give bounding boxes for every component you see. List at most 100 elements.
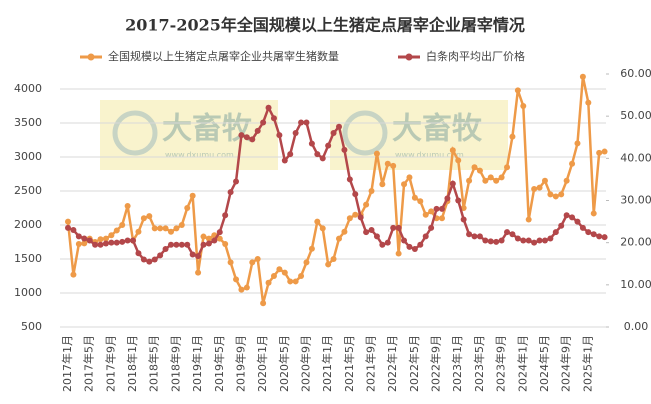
data-point	[292, 130, 299, 137]
data-point	[417, 241, 424, 248]
data-point	[384, 239, 391, 246]
data-point	[265, 104, 272, 111]
legend-label: 全国规模以上生猪定点屠宰企业共屠宰生猪数量	[108, 49, 339, 63]
data-point	[466, 177, 473, 184]
data-point	[314, 151, 321, 158]
y-tick-label: 1000	[14, 286, 42, 299]
data-point	[151, 225, 158, 232]
data-point	[520, 237, 527, 244]
data-point	[189, 251, 196, 258]
x-tick-label: 2018年5月	[147, 335, 161, 392]
data-point	[113, 239, 120, 246]
data-point	[373, 233, 380, 240]
data-point	[81, 240, 88, 247]
data-point	[476, 233, 483, 240]
data-point	[541, 237, 548, 244]
data-point	[585, 229, 592, 236]
data-point	[260, 300, 267, 307]
data-point	[422, 211, 429, 218]
data-point	[75, 233, 82, 240]
data-point	[287, 151, 294, 158]
y2-tick-label: 60.00	[620, 67, 651, 80]
data-point	[476, 167, 483, 174]
x-tick-label: 2022年1月	[385, 335, 399, 392]
data-point	[298, 119, 305, 126]
data-point	[75, 241, 82, 248]
y2-tick-label: 20.00	[620, 236, 651, 249]
y2-tick-label: 0.00	[624, 320, 649, 333]
data-point	[406, 243, 413, 250]
data-point	[438, 205, 445, 212]
data-point	[146, 213, 153, 220]
data-point	[379, 181, 386, 188]
data-point	[195, 253, 202, 260]
data-point	[173, 225, 180, 232]
data-point	[373, 150, 380, 157]
data-point	[406, 174, 413, 181]
data-point	[401, 237, 408, 244]
x-tick-label: 2019年1月	[190, 335, 204, 392]
data-point	[352, 191, 359, 198]
data-point	[119, 238, 126, 245]
x-tick-label: 2024年5月	[537, 335, 551, 392]
data-point	[135, 228, 142, 235]
data-point	[509, 133, 516, 140]
x-tick-label: 2017年9月	[103, 335, 117, 392]
data-point	[173, 241, 180, 248]
x-tick-label: 2019年5月	[212, 335, 226, 392]
data-point	[124, 237, 131, 244]
data-point	[281, 269, 288, 276]
data-point	[514, 87, 521, 94]
x-tick-label: 2024年9月	[559, 335, 573, 392]
data-point	[520, 103, 527, 109]
data-point	[455, 197, 462, 204]
data-point	[531, 185, 538, 192]
data-point	[233, 276, 240, 283]
data-point	[287, 278, 294, 285]
watermark-logo	[112, 110, 158, 156]
data-point	[113, 227, 120, 234]
data-point	[498, 237, 505, 244]
data-point	[157, 225, 164, 232]
data-point	[363, 229, 370, 236]
data-point	[205, 235, 212, 242]
data-point	[514, 235, 521, 242]
data-point	[336, 123, 342, 130]
data-point	[216, 229, 223, 236]
data-point	[493, 238, 500, 245]
y2-tick-label: 10.00	[620, 278, 651, 291]
data-point	[449, 147, 456, 154]
data-point	[200, 241, 207, 248]
data-point	[401, 181, 408, 188]
data-point	[466, 231, 473, 238]
data-point	[482, 237, 489, 244]
y-tick-label: 500	[21, 320, 42, 333]
x-tick-label: 2024年1月	[515, 335, 529, 392]
data-point	[558, 191, 565, 198]
data-point	[135, 250, 142, 257]
chart-title: 2017-2025年全国规模以上生猪定点屠宰企业屠宰情况	[125, 16, 525, 35]
data-point	[579, 224, 586, 231]
data-point	[536, 184, 543, 191]
data-point	[460, 205, 467, 211]
data-point	[449, 180, 456, 187]
data-point	[233, 178, 240, 185]
legend-label: 白条肉平均出厂价格	[426, 49, 525, 63]
y-tick-label: 1500	[14, 252, 42, 265]
x-tick-label: 2022年5月	[407, 335, 421, 392]
data-point	[65, 224, 71, 231]
data-point	[238, 132, 245, 139]
x-tick-label: 2023年5月	[472, 335, 486, 392]
data-point	[325, 261, 332, 268]
data-point	[541, 177, 548, 184]
data-point	[330, 130, 337, 137]
data-point	[455, 157, 462, 164]
data-point	[205, 240, 212, 247]
y-tick-label: 4000	[14, 82, 42, 95]
data-point	[590, 231, 597, 238]
data-point	[411, 194, 418, 201]
data-point	[384, 160, 391, 167]
data-point	[303, 259, 310, 266]
data-point	[341, 146, 348, 153]
data-point	[140, 256, 147, 263]
